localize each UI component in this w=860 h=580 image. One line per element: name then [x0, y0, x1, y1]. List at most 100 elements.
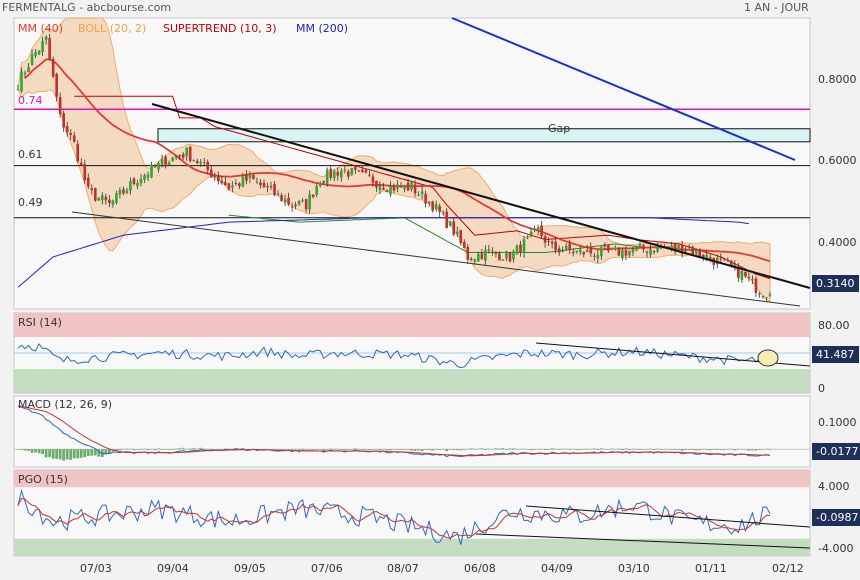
candle-body: [751, 279, 754, 281]
macd-histogram-bar: [192, 447, 196, 450]
macd-histogram-bar: [533, 449, 536, 450]
trendline-resistance: [151, 103, 811, 289]
xtick: 04/09: [541, 562, 573, 575]
macd-histogram-bar: [726, 448, 730, 450]
macd-histogram-bar: [27, 449, 30, 451]
candle-body: [431, 201, 434, 211]
macd-histogram-bar: [758, 449, 761, 450]
candle-body: [610, 248, 614, 250]
candle-body: [701, 254, 705, 259]
rsi-overbought-zone: [14, 313, 810, 337]
macd-histogram-bar: [592, 448, 596, 450]
macd-histogram-bar: [490, 448, 494, 450]
candle-body: [143, 175, 146, 180]
macd-histogram-bar: [329, 448, 333, 450]
legend-mm40: MM (40): [18, 22, 64, 35]
macd-histogram-bar: [624, 448, 628, 450]
candle-body: [160, 158, 164, 165]
candle-body: [512, 251, 515, 260]
macd-histogram-bar: [656, 448, 659, 450]
candle-body: [94, 187, 97, 201]
candle-body: [737, 266, 740, 278]
ytick-main: 0.8000: [818, 73, 857, 86]
candle-body: [501, 259, 505, 261]
candle-body: [315, 186, 318, 195]
macd-histogram-bar: [318, 449, 322, 450]
macd-histogram-bar: [666, 449, 670, 450]
macd-histogram-bar: [417, 449, 420, 451]
ytick-rsi: 0: [818, 382, 825, 395]
candle-body: [673, 244, 677, 250]
candle-body: [280, 195, 283, 202]
candle-body: [462, 242, 466, 249]
candle-body: [150, 164, 153, 178]
candle-body: [515, 245, 519, 254]
macd-histogram-bar: [606, 449, 610, 450]
candle-body: [635, 246, 638, 251]
candle-body: [266, 186, 269, 188]
xtick: 07/06: [311, 562, 343, 575]
candle-body: [652, 250, 656, 253]
candle-body: [16, 89, 20, 91]
macd-histogram-bar: [160, 449, 164, 450]
legend-supertrend: SUPERTREND (10, 3): [163, 22, 277, 35]
macd-histogram-bar: [708, 449, 712, 451]
candle-body: [540, 225, 543, 237]
candle-body: [167, 162, 171, 166]
macd-histogram-bar: [396, 449, 399, 450]
macd-histogram-bar: [424, 449, 428, 450]
macd-histogram-bar: [673, 449, 677, 450]
candle-body: [543, 236, 547, 243]
macd-histogram-bar: [301, 448, 305, 450]
macd-histogram-bar: [325, 449, 329, 450]
candle-body: [79, 162, 83, 166]
candle-body: [238, 183, 241, 187]
level-label-074: 0.74: [18, 94, 43, 107]
macd-histogram-bar: [519, 448, 522, 450]
candle-body: [153, 165, 157, 168]
last-price-badge: 0.3140: [812, 275, 859, 292]
candle-body: [283, 199, 287, 203]
macd-histogram-bar: [427, 449, 431, 451]
macd-histogram-bar: [680, 449, 684, 451]
candle-body: [649, 248, 652, 255]
candle-body: [470, 259, 473, 261]
candle-body: [255, 181, 259, 183]
candle-body: [48, 37, 51, 59]
candle-body: [178, 155, 181, 157]
candle-body: [445, 211, 449, 228]
ytick-macd: 0.1000: [818, 416, 857, 429]
macd-histogram-bar: [441, 449, 445, 450]
candle-body: [726, 259, 730, 261]
candle-body: [477, 253, 480, 262]
candle-body: [526, 236, 529, 238]
candle-body: [677, 245, 680, 251]
candle-body: [213, 175, 217, 177]
candle-body: [27, 67, 30, 73]
macd-histogram-bar: [406, 449, 410, 450]
trendline-blue: [451, 17, 796, 161]
pgo-value-badge: -0.0987: [812, 509, 860, 526]
macd-histogram-bar: [522, 448, 526, 450]
macd-histogram-bar: [375, 448, 378, 450]
candle-body: [758, 293, 761, 295]
candle-body: [76, 143, 80, 162]
macd-histogram-bar: [487, 448, 491, 450]
macd-histogram-bar: [86, 449, 90, 457]
candle-body: [195, 160, 199, 164]
macd-histogram-bar: [722, 449, 726, 451]
macd-histogram-bar: [564, 448, 568, 450]
candle-body: [687, 249, 691, 251]
macd-histogram-bar: [501, 447, 505, 450]
candle-body: [550, 241, 554, 244]
macd-histogram-bar: [83, 449, 87, 458]
candle-body: [498, 253, 501, 261]
candle-body: [23, 72, 27, 75]
rsi-oversold-zone: [14, 369, 810, 393]
candle-body: [719, 258, 723, 260]
rsi-line: [17, 343, 771, 369]
macd-histogram-bar: [628, 449, 631, 451]
macd-histogram-bar: [582, 449, 586, 450]
candle-body: [557, 248, 561, 253]
